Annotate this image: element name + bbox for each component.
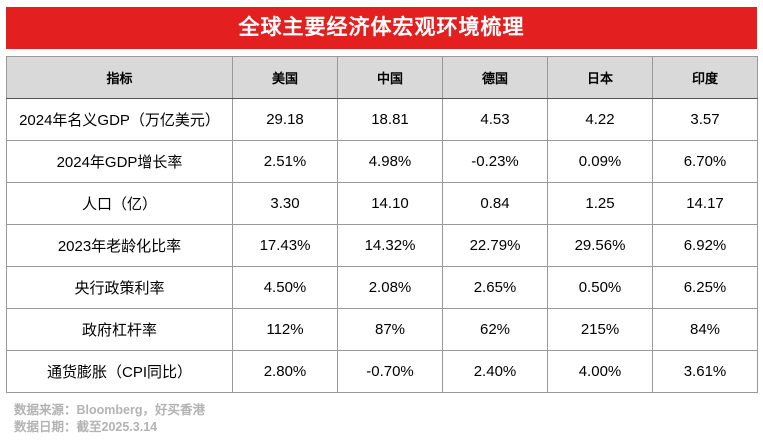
table-cell: 18.81 — [337, 98, 443, 141]
row-label: 通货膨胀（CPI同比） — [6, 350, 233, 393]
table-cell: 4.50% — [232, 266, 338, 309]
table-cell: 0.50% — [547, 266, 653, 309]
table-cell: 84% — [652, 308, 758, 351]
table-cell: 0.09% — [547, 140, 653, 183]
header-indicator: 指标 — [6, 56, 233, 99]
table-cell: 17.43% — [232, 224, 338, 267]
table-row: 央行政策利率 4.50% 2.08% 2.65% 0.50% 6.25% — [6, 266, 758, 309]
header-india: 印度 — [652, 56, 758, 99]
table-cell: 87% — [337, 308, 443, 351]
row-label: 2024年名义GDP（万亿美元） — [6, 98, 233, 141]
table-cell: 14.10 — [337, 182, 443, 225]
table-cell: 3.30 — [232, 182, 338, 225]
table-cell: 29.56% — [547, 224, 653, 267]
table-cell: 2.51% — [232, 140, 338, 183]
table-cell: 14.17 — [652, 182, 758, 225]
table-cell: 2.08% — [337, 266, 443, 309]
table-cell: 215% — [547, 308, 653, 351]
table-cell: 0.84 — [442, 182, 548, 225]
header-japan: 日本 — [547, 56, 653, 99]
table-cell: 2.80% — [232, 350, 338, 393]
table-cell: -0.70% — [337, 350, 443, 393]
header-usa: 美国 — [232, 56, 338, 99]
table-cell: 2.40% — [442, 350, 548, 393]
row-label: 人口（亿） — [6, 182, 233, 225]
table-cell: 4.00% — [547, 350, 653, 393]
table-cell: 6.25% — [652, 266, 758, 309]
table-cell: 22.79% — [442, 224, 548, 267]
table-cell: -0.23% — [442, 140, 548, 183]
table-row: 政府杠杆率 112% 87% 62% 215% 84% — [6, 308, 758, 351]
header-germany: 德国 — [442, 56, 548, 99]
table-cell: 14.32% — [337, 224, 443, 267]
table-row: 2024年名义GDP（万亿美元） 29.18 18.81 4.53 4.22 3… — [6, 98, 758, 141]
table-cell: 4.98% — [337, 140, 443, 183]
table-row: 人口（亿） 3.30 14.10 0.84 1.25 14.17 — [6, 182, 758, 225]
table-cell: 1.25 — [547, 182, 653, 225]
table-row: 2023年老龄化比率 17.43% 14.32% 22.79% 29.56% 6… — [6, 224, 758, 267]
data-source-note: 数据来源：Bloomberg，好买香港 — [14, 403, 205, 417]
data-date-note: 数据日期：截至2025.3.14 — [14, 420, 158, 434]
table-cell: 4.53 — [442, 98, 548, 141]
table-cell: 4.22 — [547, 98, 653, 141]
row-label: 2024年GDP增长率 — [6, 140, 233, 183]
table-header-row: 指标 美国 中国 德国 日本 印度 — [6, 56, 758, 99]
table-cell: 2.65% — [442, 266, 548, 309]
table-cell: 29.18 — [232, 98, 338, 141]
row-label: 2023年老龄化比率 — [6, 224, 233, 267]
table-cell: 62% — [442, 308, 548, 351]
table-row: 2024年GDP增长率 2.51% 4.98% -0.23% 0.09% 6.7… — [6, 140, 758, 183]
table-cell: 112% — [232, 308, 338, 351]
table-cell: 3.61% — [652, 350, 758, 393]
page-title: 全球主要经济体宏观环境梳理 — [6, 7, 757, 49]
row-label: 央行政策利率 — [6, 266, 233, 309]
table-cell: 3.57 — [652, 98, 758, 141]
macro-table: 指标 美国 中国 德国 日本 印度 2024年名义GDP（万亿美元） 29.18… — [6, 56, 758, 393]
header-china: 中国 — [337, 56, 443, 99]
table-cell: 6.92% — [652, 224, 758, 267]
table-row: 通货膨胀（CPI同比） 2.80% -0.70% 2.40% 4.00% 3.6… — [6, 350, 758, 393]
table-cell: 6.70% — [652, 140, 758, 183]
row-label: 政府杠杆率 — [6, 308, 233, 351]
